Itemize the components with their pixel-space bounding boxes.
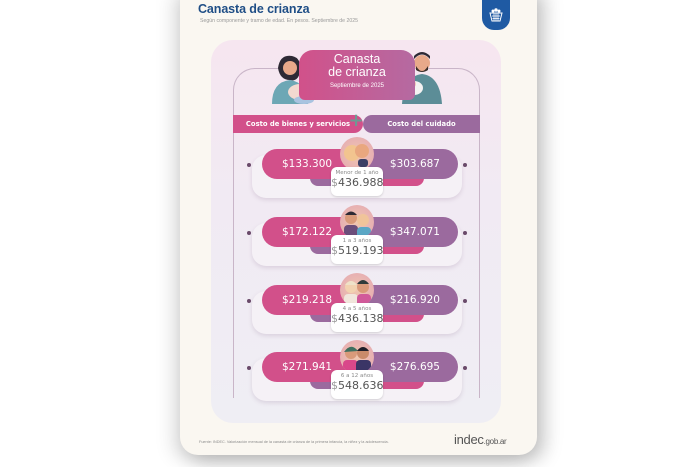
- connector-dot: [247, 231, 251, 235]
- total-box: 6 a 12 años $548.636: [331, 370, 384, 399]
- total-box: 4 a 5 años $436.138: [331, 303, 384, 332]
- age-row-3: $271.941 $276.695 6 a 12 años $548.636: [230, 340, 485, 413]
- cuidado-value: $347.071: [358, 217, 458, 247]
- banner-title: Canasta de crianza Septiembre de 2025: [299, 50, 415, 100]
- total-value: 436.138: [338, 312, 384, 325]
- banner-line2: de crianza: [328, 65, 386, 79]
- total-box: Menor de 1 año $436.988: [331, 167, 384, 196]
- connector-dot: [463, 163, 467, 167]
- connector-dot: [463, 299, 467, 303]
- baby-avatar-icon: [340, 137, 374, 171]
- total-value: 548.636: [338, 379, 384, 392]
- page-subtitle: Según componente y tramo de edad. En pes…: [200, 18, 359, 24]
- toddler-avatar-icon: [340, 205, 374, 239]
- column-header-cuidado: Costo del cuidado: [363, 115, 480, 133]
- age-label: 4 a 5 años: [342, 306, 372, 312]
- age-label: 6 a 12 años: [340, 373, 374, 379]
- banner-line1: Canasta: [333, 52, 381, 66]
- total-box: 1 a 3 años $519.193: [331, 235, 384, 264]
- banner-date: Septiembre de 2025: [329, 83, 385, 89]
- page-title: Canasta de crianza: [198, 2, 310, 16]
- age-row-0: $133.300 $303.687 Menor de 1 año $436.98…: [230, 137, 485, 210]
- preteen-avatar-icon: [340, 340, 374, 374]
- cuidado-value: $303.687: [358, 149, 458, 179]
- total-value: 436.988: [338, 176, 384, 189]
- connector-dot: [247, 366, 251, 370]
- indec-logo: indec.gob.ar: [454, 432, 507, 447]
- age-row-1: $172.122 $347.071 1 a 3 años $519.193: [230, 205, 485, 278]
- logo-domain: .gob.ar: [483, 437, 507, 446]
- age-row-2: $219.218 $216.920 4 a 5 años $436.138: [230, 273, 485, 346]
- connector-dot: [247, 299, 251, 303]
- plus-icon: +: [348, 110, 364, 131]
- age-label: Menor de 1 año: [335, 170, 379, 176]
- total-value: 519.193: [338, 244, 384, 257]
- currency-symbol: $: [331, 312, 338, 325]
- source-note: Fuente: INDEC. Valorización mensual de l…: [199, 440, 389, 444]
- currency-symbol: $: [331, 379, 338, 392]
- age-label: 1 a 3 años: [342, 238, 372, 244]
- logo-main: indec: [454, 432, 484, 447]
- connector-dot: [463, 231, 467, 235]
- connector-dot: [247, 163, 251, 167]
- basket-icon: [482, 0, 510, 30]
- connector-dot: [463, 366, 467, 370]
- currency-symbol: $: [331, 176, 338, 189]
- column-header-bienes: Costo de bienes y servicios: [233, 115, 363, 133]
- child-avatar-icon: [340, 273, 374, 307]
- currency-symbol: $: [331, 244, 338, 257]
